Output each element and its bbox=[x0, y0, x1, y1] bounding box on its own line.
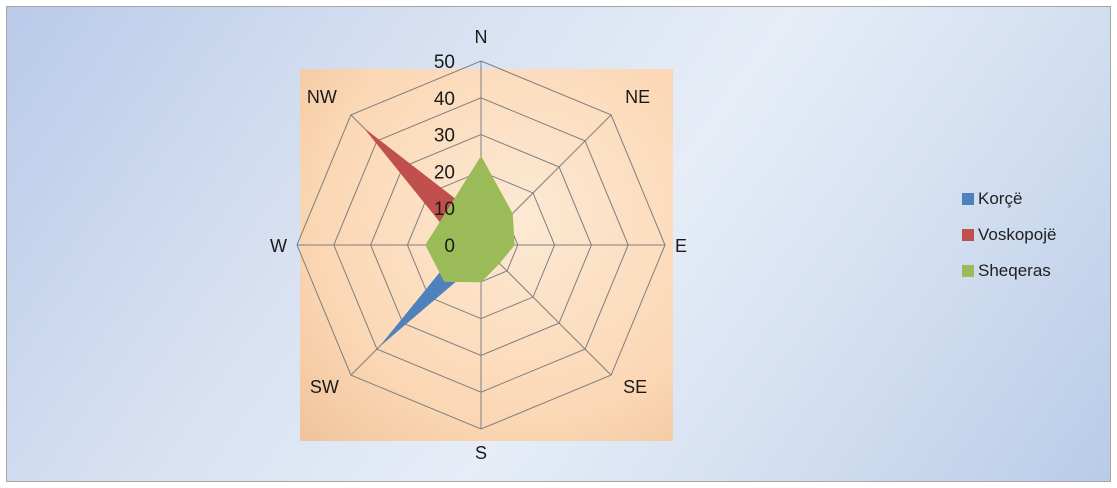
category-label-sw: SW bbox=[310, 377, 339, 397]
tick-label-0: 0 bbox=[444, 236, 455, 257]
legend-item-2: Sheqeras bbox=[962, 259, 1056, 283]
category-label-e: E bbox=[675, 236, 687, 256]
category-label-s: S bbox=[475, 443, 487, 463]
category-label-se: SE bbox=[623, 377, 647, 397]
tick-label-50: 50 bbox=[434, 52, 455, 73]
category-label-w: W bbox=[270, 236, 287, 256]
legend-label: Voskopojë bbox=[978, 225, 1057, 244]
legend-swatch bbox=[962, 265, 974, 277]
chart-area bbox=[6, 6, 1111, 482]
category-label-nw: NW bbox=[307, 87, 337, 107]
legend-label: Korçë bbox=[978, 189, 1023, 208]
legend-swatch bbox=[962, 193, 974, 205]
spoke-se bbox=[480, 244, 612, 376]
tick-label-30: 30 bbox=[434, 126, 455, 147]
legend-label: Sheqeras bbox=[978, 261, 1051, 280]
legend-item-1: Voskopojë bbox=[962, 223, 1056, 247]
legend: Korçë Voskopojë Sheqeras bbox=[962, 187, 1056, 295]
legend-item-0: Korçë bbox=[962, 187, 1056, 211]
tick-label-40: 40 bbox=[434, 89, 455, 110]
category-label-n: N bbox=[475, 27, 488, 47]
category-label-ne: NE bbox=[625, 87, 650, 107]
legend-swatch bbox=[962, 229, 974, 241]
series-2-area bbox=[425, 155, 515, 283]
tick-label-10: 10 bbox=[434, 199, 455, 220]
tick-label-20: 20 bbox=[434, 162, 455, 183]
